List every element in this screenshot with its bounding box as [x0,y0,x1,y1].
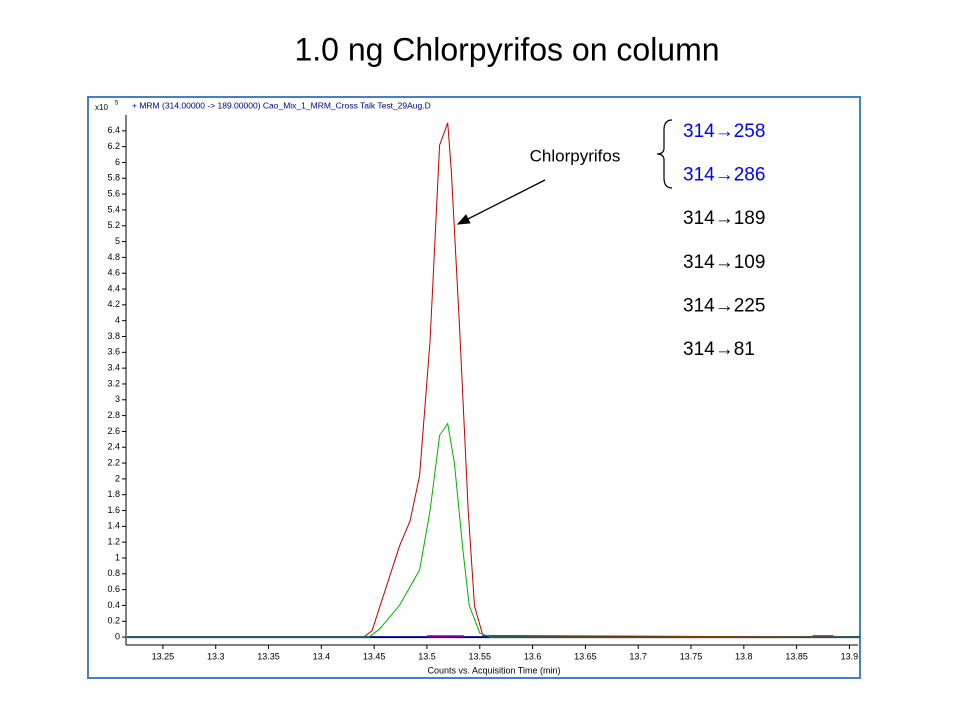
x-tick-label: 13.55 [469,651,492,661]
y-tick-label: 6 [115,157,120,167]
y-tick-label: 2.2 [107,457,120,467]
y-tick-label: 5.4 [107,204,120,214]
y-tick-label: 4.8 [107,252,120,262]
annotation-arrow [456,179,546,225]
y-tick-label: 0.2 [107,616,120,626]
y-tick-label: 3.2 [107,378,120,388]
legend-label: 314→258 [683,121,765,142]
y-tick-label: 5.2 [107,220,120,230]
y-tick-label: 5 [115,236,120,246]
y-tick-label: 2.8 [107,410,120,420]
y-tick-label: 1.2 [107,537,120,547]
x-tick-label: 13.35 [257,651,280,661]
y-tick-label: 1.6 [107,505,120,515]
legend-label: 314→189 [683,208,765,229]
legend-label: 314→225 [683,295,765,316]
y-tick-label: 4.4 [107,283,120,293]
y-tick-label: 0.4 [107,600,120,610]
chart-subtitle: + MRM (314.00000 -> 189.00000) Cao_Mix_1… [132,100,431,110]
y-tick-label: 0.6 [107,584,120,594]
x-axis-label: Counts vs. Acquisition Time (min) [427,665,560,675]
x-tick-label: 13.6 [524,651,542,661]
legend-label: 314→286 [683,165,765,186]
y-tick-label: 3.4 [107,363,120,373]
peak-annotation: Chlorpyrifos [530,146,621,165]
y-tick-label: 6.4 [107,125,120,135]
y-tick-label: 2.4 [107,442,120,452]
x-tick-label: 13.65 [574,651,597,661]
y-tick-label: 0 [115,631,120,641]
y-tick-label: 2 [115,473,120,483]
y-tick-label: 3.6 [107,347,120,357]
x-tick-label: 13.75 [680,651,703,661]
series-line [127,422,860,638]
y-tick-label: 1.4 [107,521,120,531]
y-tick-label: 1.8 [107,489,120,499]
x-tick-label: 13.5 [418,651,436,661]
y-tick-label: 3 [115,394,120,404]
y-tick-label: 1 [115,552,120,562]
chart-frame [87,96,861,679]
legend-brace [656,119,673,189]
y-tick-label: 0.8 [107,568,120,578]
y-tick-label: 5.6 [107,188,120,198]
x-tick-label: 13.7 [629,651,647,661]
y-tick-label: 6.2 [107,141,120,151]
x-tick-label: 13.9 [841,651,859,661]
x-tick-label: 13.85 [785,651,808,661]
legend-label: 314→81 [683,339,755,360]
y-exponent: 5 [115,101,119,107]
y-multiplier: x10 [95,103,108,112]
y-tick-label: 4.6 [107,268,120,278]
series-line [127,122,861,638]
x-tick-label: 13.25 [152,651,175,661]
y-tick-label: 4.2 [107,299,120,309]
x-tick-label: 13.4 [313,651,331,661]
x-tick-label: 13.45 [363,651,386,661]
y-tick-label: 5.8 [107,173,120,183]
x-tick-label: 13.8 [735,651,753,661]
chart-title: 1.0 ng Chlorpyrifos on column [294,31,719,67]
y-tick-label: 3.8 [107,331,120,341]
x-tick-label: 13.3 [207,651,225,661]
legend-label: 314→109 [683,252,765,273]
y-tick-label: 4 [115,315,120,325]
y-tick-label: 2.6 [107,426,120,436]
